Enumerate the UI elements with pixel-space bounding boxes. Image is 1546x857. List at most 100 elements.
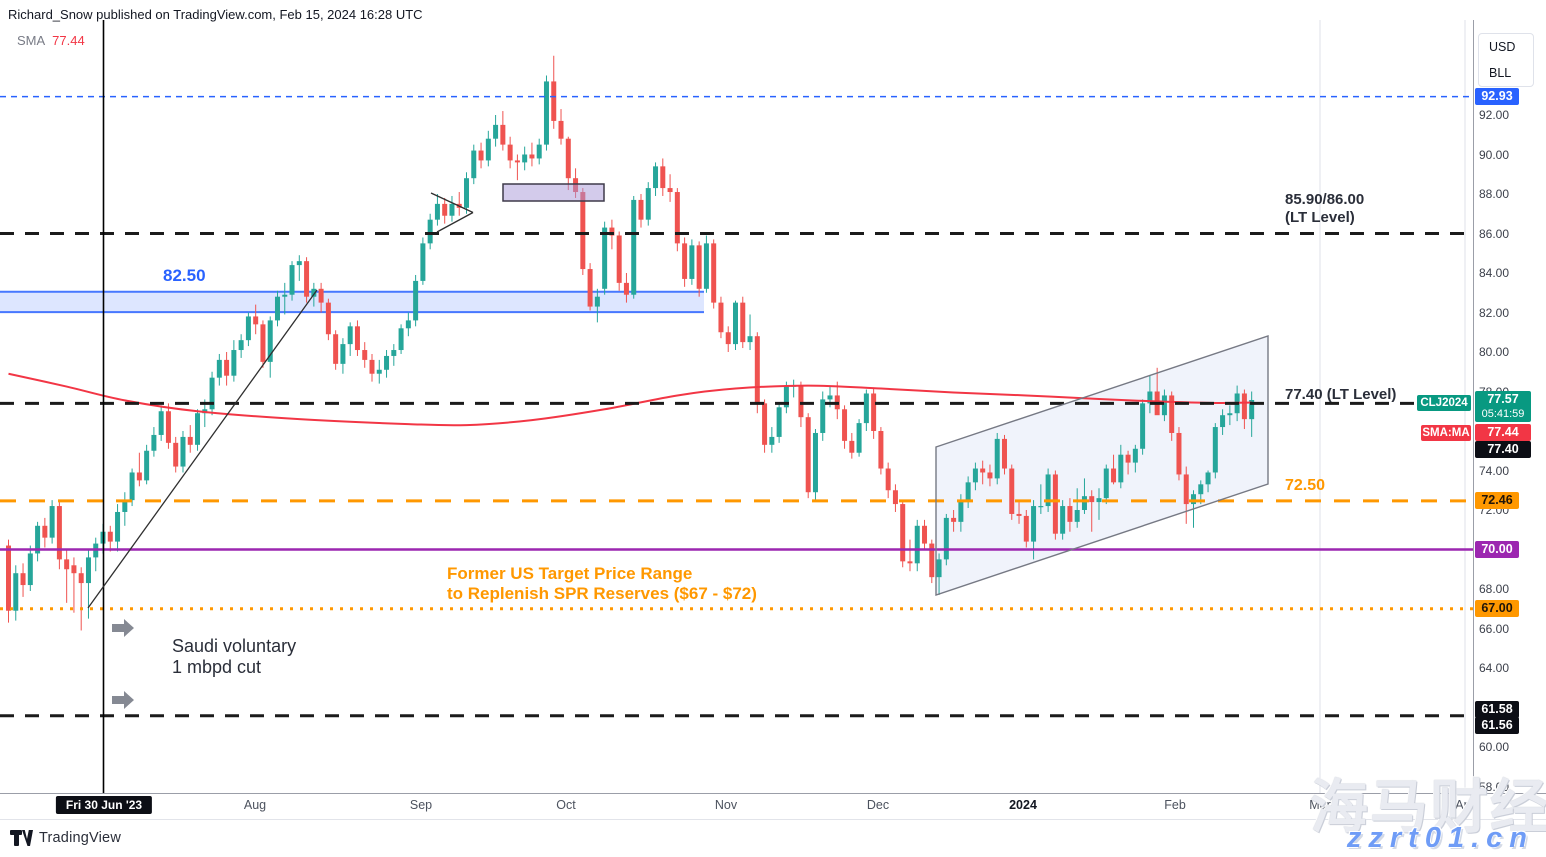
candle-body [1205, 472, 1211, 485]
candle [667, 174, 673, 202]
candle [420, 237, 426, 285]
candle-body [49, 506, 55, 538]
candle-body [13, 573, 19, 611]
pennant-line[interactable] [436, 211, 474, 233]
candle-body [1081, 496, 1087, 510]
price-tick-label: 88.00 [1479, 187, 1510, 201]
time-tick-label: 2024 [1009, 798, 1037, 812]
candle-body [1001, 438, 1007, 469]
candle-body [471, 150, 477, 179]
badge-61-58-value: 61.58 [1481, 702, 1513, 717]
candle-body [987, 472, 993, 479]
candle [253, 304, 259, 335]
candle-body [805, 417, 811, 493]
tradingview-brand[interactable]: TradingView [10, 830, 121, 846]
unit-button[interactable]: BLL [1489, 66, 1512, 80]
candle-body [551, 81, 557, 121]
candle-body [507, 144, 513, 161]
candle-body [660, 166, 666, 189]
sma-legend[interactable]: SMA 77.44 [17, 33, 85, 48]
time-tick-label: Feb [1164, 798, 1186, 812]
annotation-spr-range[interactable]: Former US Target Price Range to Replenis… [447, 564, 757, 604]
candle-body [304, 261, 310, 297]
arrow-icon[interactable] [112, 691, 134, 709]
candle [485, 130, 491, 167]
sma-legend-value: 77.44 [52, 33, 85, 48]
candle [972, 462, 978, 491]
price-tick-label: 66.00 [1479, 621, 1510, 636]
candle-body [449, 203, 455, 216]
annotation-72-50[interactable]: 72.50 [1285, 477, 1326, 494]
candle [820, 391, 826, 441]
price-tick-label: 60.00 [1479, 740, 1510, 754]
candle [1249, 391, 1255, 437]
candle [282, 282, 288, 315]
candle-body [769, 436, 775, 445]
candle [405, 312, 411, 337]
candle-body [594, 296, 600, 307]
candle-body [725, 332, 731, 345]
arrow-icon[interactable] [112, 619, 134, 637]
candle [173, 436, 179, 473]
candle-body [653, 166, 659, 189]
candle [6, 539, 11, 623]
currency-button[interactable]: USD [1489, 40, 1516, 54]
badge-92-93: 92.93 [1475, 88, 1519, 106]
annotation-77-40-lt[interactable]: 77.40 (LT Level) [1285, 386, 1397, 403]
unit-selector[interactable]: USD BLL [1478, 33, 1534, 87]
candle [849, 432, 855, 459]
candle [594, 288, 600, 323]
supply-zone-82-50[interactable] [0, 291, 704, 313]
pennant-line[interactable] [430, 192, 474, 214]
price-axis[interactable]: 92.0090.0088.0086.0084.0082.0080.0078.00… [1473, 20, 1546, 818]
time-tick-label: Aug [243, 798, 267, 812]
candle-body [209, 377, 215, 410]
candle-body [1140, 403, 1146, 449]
time-axis[interactable]: Fri 30 Jun '23 Aug Sep Oct Nov Dec 2024 Feb Mar A… [0, 793, 1546, 820]
consolidation-box[interactable] [502, 183, 605, 202]
candle-body [1067, 506, 1073, 522]
candle-body [645, 188, 651, 220]
badge-last-price-value: 77.57 [1487, 391, 1519, 406]
candle [696, 241, 702, 297]
candle [325, 298, 331, 341]
rising-channel-border[interactable] [935, 335, 1269, 596]
candle [224, 352, 230, 386]
candle [754, 332, 760, 414]
candle-body [122, 500, 128, 512]
candle [296, 255, 302, 281]
candle-body [333, 334, 339, 364]
candle-body [282, 294, 288, 297]
sma-line[interactable] [8, 372, 1252, 427]
rising-channel-fill[interactable] [936, 336, 1268, 595]
candle-body [427, 219, 433, 244]
candle [776, 403, 782, 443]
candle-body [1125, 454, 1131, 463]
candle-body [493, 124, 499, 139]
annotation-85-90-86-00[interactable]: 85.90/86.00 (LT Level) [1285, 191, 1365, 226]
candle [536, 138, 542, 165]
candle [260, 320, 266, 368]
badge-77-40-value: 77.40 [1487, 441, 1519, 456]
candle-body [376, 369, 382, 374]
candle-body [42, 525, 48, 538]
candle-body [1191, 494, 1197, 505]
candle-body [754, 336, 760, 404]
candle-body [325, 302, 331, 335]
badge-77-40: 77.40 [1475, 440, 1531, 458]
candle [391, 344, 397, 366]
annotation-82-50[interactable]: 82.50 [163, 266, 206, 285]
candle [449, 195, 455, 222]
annotation-saudi-cut[interactable]: Saudi voluntary 1 mbpd cut [172, 636, 297, 678]
candle [180, 431, 186, 473]
candle-body [1103, 468, 1109, 499]
candle-body [129, 472, 135, 501]
candle-body [667, 188, 673, 193]
candle-body [107, 531, 113, 542]
candle [529, 142, 535, 167]
candle-body [885, 468, 891, 491]
rally-trendline[interactable] [87, 289, 318, 609]
candle-body [929, 543, 935, 578]
